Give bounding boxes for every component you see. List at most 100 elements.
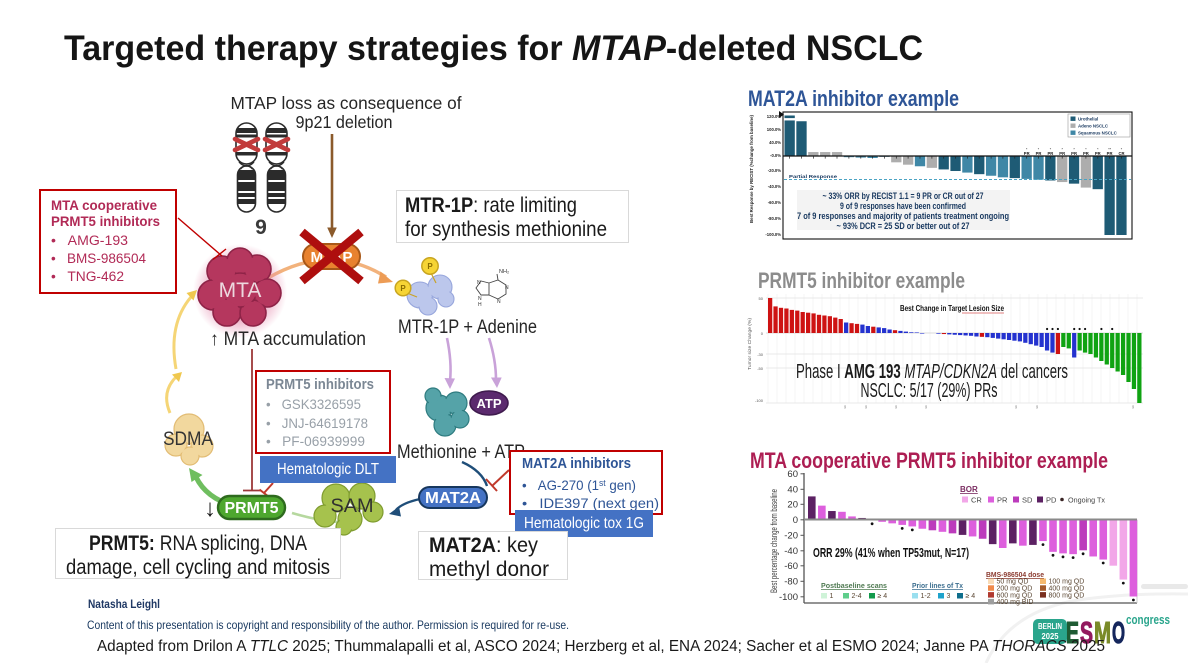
svg-text:*: * xyxy=(1097,148,1099,152)
svg-text:PR: PR xyxy=(1107,151,1113,156)
svg-text:0: 0 xyxy=(793,515,798,526)
svg-text:Postbaseline scans: Postbaseline scans xyxy=(821,581,887,590)
svg-text:-100: -100 xyxy=(779,592,798,603)
svg-text:Best percentage change from ba: Best percentage change from baseline xyxy=(769,489,779,593)
svg-text:S: S xyxy=(1080,615,1093,650)
svg-text:-20.0%: -20.0% xyxy=(768,168,782,173)
svg-text:100 mg QD: 100 mg QD xyxy=(1049,579,1085,586)
svg-text:60: 60 xyxy=(787,469,798,480)
svg-text:P: P xyxy=(427,262,433,271)
svg-text:PR: PR xyxy=(997,496,1008,505)
svg-text:↓: ↓ xyxy=(204,495,216,522)
svg-text:*: * xyxy=(1085,148,1087,152)
svg-text:congress: congress xyxy=(1126,612,1170,627)
svg-text:H: H xyxy=(478,302,482,308)
svg-text:40.0%: 40.0% xyxy=(769,140,781,145)
svg-text:-80: -80 xyxy=(784,577,798,588)
svg-text:PR: PR xyxy=(1059,151,1065,156)
svg-text:SAM: SAM xyxy=(331,496,374,517)
svg-text:-100: -100 xyxy=(755,398,764,403)
svg-text:≥ 4: ≥ 4 xyxy=(966,593,976,600)
svg-text:1: 1 xyxy=(830,593,834,600)
svg-text:BERLIN: BERLIN xyxy=(1038,622,1062,631)
svg-text:MTA: MTA xyxy=(219,279,262,302)
svg-text:SD: SD xyxy=(1022,496,1033,505)
svg-text:PR: PR xyxy=(1047,151,1053,156)
svg-text:*: * xyxy=(1050,148,1052,152)
svg-text:N: N xyxy=(505,285,509,291)
svg-text:g: g xyxy=(1015,405,1017,409)
svg-text:Urothelial: Urothelial xyxy=(1078,117,1098,122)
svg-text:PR: PR xyxy=(1036,151,1042,156)
svg-text:~ 33% ORR by RECIST 1.1 = 9 PR: ~ 33% ORR by RECIST 1.1 = 9 PR or CR out… xyxy=(823,191,984,201)
svg-text:400 mg BID: 400 mg BID xyxy=(997,599,1034,606)
svg-text:-20: -20 xyxy=(784,531,798,542)
svg-text:9 of 9 responses have been con: 9 of 9 responses have been confirmed xyxy=(840,201,966,211)
svg-text:-40.0%: -40.0% xyxy=(768,184,782,189)
svg-text:1-2: 1-2 xyxy=(921,593,931,600)
svg-text:N: N xyxy=(497,299,501,305)
svg-text:N: N xyxy=(478,296,482,302)
svg-text:*: * xyxy=(1026,148,1028,152)
svg-text:Tumor size Change (%): Tumor size Change (%) xyxy=(747,317,752,370)
svg-text:P: P xyxy=(400,284,406,293)
svg-text:CR: CR xyxy=(971,496,982,505)
svg-text:**: ** xyxy=(1108,148,1111,152)
svg-text:PR: PR xyxy=(1083,151,1089,156)
svg-text:7 of 9 responses and majority: 7 of 9 responses and majority of patient… xyxy=(797,211,1009,221)
svg-text:-60: -60 xyxy=(784,561,798,572)
svg-text:g: g xyxy=(1036,405,1038,409)
svg-text:BOR: BOR xyxy=(960,485,978,494)
svg-text:SDMA: SDMA xyxy=(163,429,213,450)
svg-text:≥ 4: ≥ 4 xyxy=(878,593,888,600)
svg-text:Prior lines of Tx: Prior lines of Tx xyxy=(912,581,964,590)
svg-text:E: E xyxy=(1066,615,1079,650)
svg-text:NH₂: NH₂ xyxy=(499,269,509,275)
svg-text:ORR 29% (41% when TP53mut, N=1: ORR 29% (41% when TP53mut, N=17) xyxy=(813,546,969,560)
svg-text:-100.0%: -100.0% xyxy=(765,232,781,237)
svg-text:PR: PR xyxy=(1024,151,1030,156)
svg-text:2-4: 2-4 xyxy=(852,593,862,600)
svg-text:*: * xyxy=(1121,148,1123,152)
svg-text:PRMT5: PRMT5 xyxy=(225,500,279,517)
svg-text:*: * xyxy=(1061,148,1063,152)
svg-text:120.0%: 120.0% xyxy=(767,114,781,119)
svg-text:PD: PD xyxy=(1046,496,1057,505)
svg-text:Adeno NSCLC: Adeno NSCLC xyxy=(1078,124,1109,129)
svg-text:9: 9 xyxy=(255,216,267,239)
svg-text:-50: -50 xyxy=(757,366,764,371)
svg-text:~ 93% DCR = 25 SD or better ou: ~ 93% DCR = 25 SD or better out of 27 xyxy=(837,221,970,231)
svg-text:Partial Response: Partial Response xyxy=(789,174,838,179)
svg-text:M: M xyxy=(1094,615,1111,650)
svg-text:40: 40 xyxy=(787,485,798,496)
svg-text:3: 3 xyxy=(947,593,951,600)
svg-text:Best Change in Target Lesion S: Best Change in Target Lesion Size xyxy=(900,303,1004,313)
svg-text:50 mg QD: 50 mg QD xyxy=(997,579,1029,586)
svg-text:800 mg QD: 800 mg QD xyxy=(1049,592,1085,599)
svg-text:0: 0 xyxy=(761,331,764,336)
svg-text:O: O xyxy=(1112,615,1125,650)
svg-text:200 mg QD: 200 mg QD xyxy=(997,586,1033,593)
svg-text:g: g xyxy=(865,405,867,409)
svg-text:Best Response by RECIST (%chan: Best Response by RECIST (%change from ba… xyxy=(749,115,754,223)
svg-text:MAT2A: MAT2A xyxy=(425,490,481,507)
svg-text:600 mg QD: 600 mg QD xyxy=(997,592,1033,599)
svg-text:*: * xyxy=(1038,148,1040,152)
svg-text:g: g xyxy=(1132,405,1134,409)
svg-text:g: g xyxy=(895,405,897,409)
svg-text:CR: CR xyxy=(1118,151,1124,156)
svg-text:100.0%: 100.0% xyxy=(767,127,781,132)
svg-text:20: 20 xyxy=(787,500,798,511)
svg-text:-40: -40 xyxy=(784,546,798,557)
svg-text:N: N xyxy=(477,280,481,286)
svg-text:Ongoing Tx: Ongoing Tx xyxy=(1068,496,1105,505)
svg-text:BMS-986504 dose: BMS-986504 dose xyxy=(986,570,1044,579)
svg-text:-30: -30 xyxy=(757,352,764,357)
svg-text:g: g xyxy=(844,405,846,409)
svg-text:Squamous NSCLC: Squamous NSCLC xyxy=(1078,131,1118,136)
svg-text:PR: PR xyxy=(1095,151,1101,156)
svg-text:50: 50 xyxy=(759,296,764,301)
svg-text:400 mg QD: 400 mg QD xyxy=(1049,586,1085,593)
svg-text:ATP: ATP xyxy=(476,396,501,411)
svg-text:-0.0%: -0.0% xyxy=(770,153,781,158)
